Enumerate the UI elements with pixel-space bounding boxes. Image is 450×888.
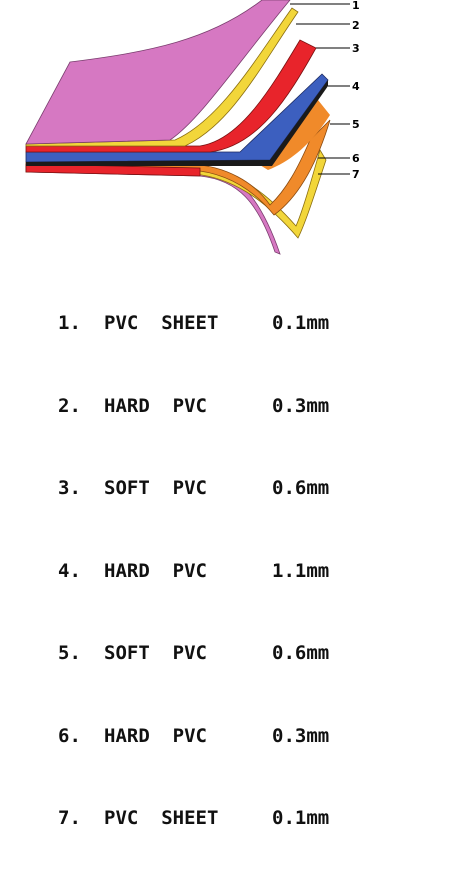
legend-material: HARD PVC	[104, 724, 207, 747]
legend-row-2: 2. HARD PVC 0.3mm	[58, 393, 378, 421]
layer-legend: 1. PVC SHEET 0.1mm 2. HARD PVC 0.3mm 3. SOFT …	[58, 255, 378, 888]
legend-number: 7.	[58, 807, 81, 829]
callout-3: 3	[352, 42, 360, 55]
callout-4: 4	[352, 80, 360, 93]
legend-row-7: 7. PVC SHEET 0.1mm	[58, 805, 378, 833]
legend-row-4: 4. HARD PVC 1.1mm	[58, 558, 378, 586]
legend-number: 1.	[58, 312, 81, 334]
legend-row-3: 3. SOFT PVC 0.6mm	[58, 475, 378, 503]
legend-row-6: 6. HARD PVC 0.3mm	[58, 723, 378, 751]
legend-thickness: 1.1mm	[272, 559, 330, 582]
legend-material: HARD PVC	[104, 559, 207, 582]
legend-number: 6.	[58, 724, 81, 747]
legend-number: 2.	[58, 394, 81, 417]
legend-material: SOFT PVC	[104, 477, 207, 499]
callout-1: 1	[352, 0, 360, 12]
layer-1-sheet	[25, 0, 291, 145]
legend-material: PVC SHEET	[104, 807, 219, 829]
layers-illustration: 1 2 3 4 5 6 7	[25, 0, 360, 255]
legend-number: 4.	[58, 559, 81, 582]
layer-structure-diagram: 1 2 3 4 5 6 7 1. PVC SHEET 0.1mm 2. HARD PV…	[25, 0, 360, 829]
legend-material: SOFT PVC	[104, 642, 207, 664]
legend-thickness: 0.1mm	[272, 312, 330, 334]
layer-7-lower-edge	[25, 163, 201, 177]
layer-2-sheet	[25, 7, 299, 147]
legend-number: 3.	[58, 477, 81, 499]
callout-5: 5	[352, 118, 360, 131]
layer-7-sheet	[25, 163, 281, 255]
legend-thickness: 0.6mm	[272, 642, 330, 664]
callout-6: 6	[352, 152, 360, 165]
callout-7: 7	[352, 168, 360, 181]
legend-row-5: 5. SOFT PVC 0.6mm	[58, 640, 378, 668]
legend-thickness: 0.3mm	[272, 724, 330, 747]
callout-2: 2	[352, 19, 360, 32]
legend-thickness: 0.3mm	[272, 394, 330, 417]
legend-number: 5.	[58, 642, 81, 664]
legend-thickness: 0.6mm	[272, 477, 330, 499]
legend-thickness: 0.1mm	[272, 807, 330, 829]
legend-row-1: 1. PVC SHEET 0.1mm	[58, 310, 378, 338]
legend-material: HARD PVC	[104, 394, 207, 417]
legend-material: PVC SHEET	[104, 312, 219, 334]
